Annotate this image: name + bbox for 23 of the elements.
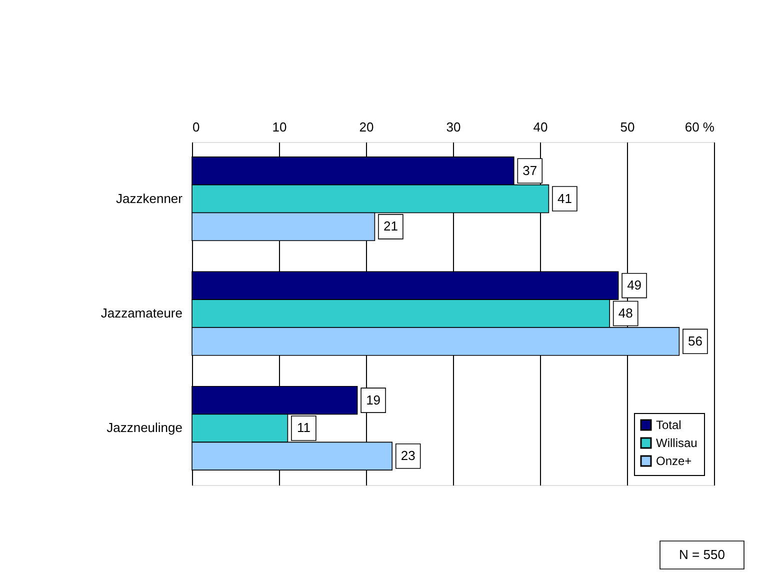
legend-label: Onze+ bbox=[656, 454, 692, 468]
y-tick-label: Jazzkenner bbox=[116, 190, 184, 206]
text: N = 550 bbox=[679, 547, 725, 562]
x-tick-label: 40 bbox=[533, 120, 548, 134]
data-label: 41 bbox=[557, 190, 572, 206]
x-tick-label: 50 bbox=[620, 120, 635, 134]
data-label: 56 bbox=[688, 333, 702, 348]
legend-label: Total bbox=[656, 418, 682, 432]
data-label: 49 bbox=[627, 278, 642, 293]
data-label: 11 bbox=[296, 420, 310, 436]
data-label: 23 bbox=[400, 448, 416, 464]
x-tick-label: 60 % bbox=[684, 120, 715, 134]
y-tick-label: Jazzamateure bbox=[100, 306, 182, 320]
data-label: 21 bbox=[383, 218, 398, 234]
data-label: 37 bbox=[522, 162, 538, 178]
data-label: 19 bbox=[366, 392, 381, 408]
x-tick-label: 20 bbox=[359, 120, 374, 134]
legend-label: Willisau bbox=[656, 436, 698, 450]
x-tick-label: 0 bbox=[192, 120, 200, 134]
y-tick-label: Jazzneulinge bbox=[106, 420, 182, 436]
x-tick-label: 30 bbox=[446, 120, 461, 134]
data-label: 48 bbox=[618, 306, 633, 320]
x-tick-label: 10 bbox=[272, 120, 287, 134]
